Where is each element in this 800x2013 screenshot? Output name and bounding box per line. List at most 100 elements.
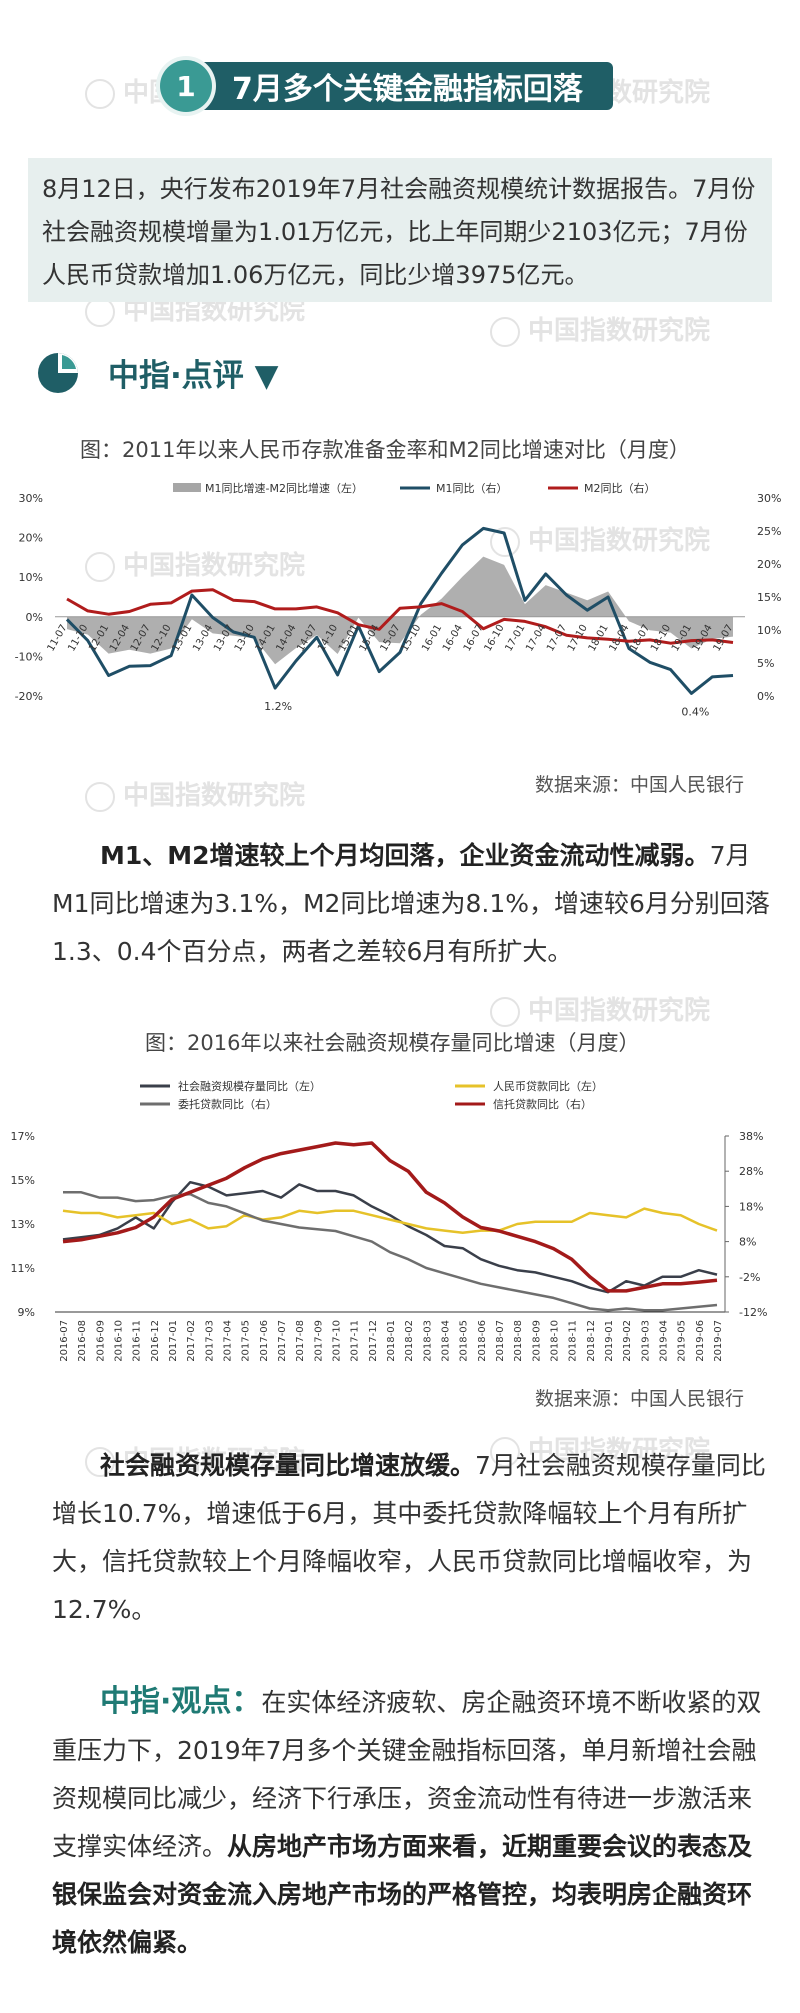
chart2-x-tick: 2017-11 (350, 1320, 361, 1362)
chart2-right-tick: 18% (739, 1200, 763, 1213)
paragraph-m1m2: M1、M2增速较上个月均回落，企业资金流动性减弱。7月M1同比增速为3.1%，M… (52, 832, 772, 976)
chart2-legend-label: 委托贷款同比（右） (178, 1097, 277, 1111)
paragraph-afs: 社会融资规模存量同比增速放缓。7月社会融资规模存量同比增长10.7%，增速低于6… (52, 1442, 772, 1634)
chart2-x-tick: 2019-02 (622, 1320, 633, 1362)
chart2-x-tick: 2018-01 (386, 1320, 397, 1362)
chart2-x-tick: 2017-03 (204, 1320, 215, 1362)
chart1-right-tick: 25% (757, 525, 781, 538)
chart1-right-tick: 20% (757, 558, 781, 571)
comment-heading: 中指·点评 ▼ (36, 350, 278, 395)
chart2: 17% 15% 13% 11% 9% 38% 28% 18% 8% -2% -12% 2016-07 2… (11, 1079, 768, 1362)
chart1-left-tick: -20% (15, 690, 43, 703)
chart2-x-tick: 2018-05 (459, 1320, 470, 1362)
chart2-x-tick: 2017-09 (313, 1320, 324, 1362)
comment-label: 中指·点评 ▼ (108, 358, 279, 394)
chart2-legend: 社会融资规模存量同比（左） 人民币贷款同比（左） 委托贷款同比（右） 信托贷款同比（右… (140, 1079, 603, 1111)
chart2-right-tick: 28% (739, 1165, 763, 1178)
chart1-right-tick: 15% (757, 591, 781, 604)
chart2-x-tick: 2018-04 (441, 1320, 452, 1362)
chart2-x-tick: 2017-12 (368, 1320, 379, 1362)
chart2-x-tick: 2019-06 (695, 1320, 706, 1362)
chart2-rmb-line (62, 1207, 718, 1235)
chart1-right-tick: 10% (757, 624, 781, 637)
watermark: 中国指数研究院 (85, 775, 305, 812)
chart2-x-tick: 2018-07 (495, 1320, 506, 1362)
chart2-x-tick: 2017-02 (186, 1320, 197, 1362)
chart2-x-tick: 2019-07 (713, 1320, 724, 1362)
view-bold: 从房地产市场方面来看，近期重要会议的表态及银保监会对资金流入房地产市场的严格管控… (52, 1832, 753, 1957)
chart1-annotation: 1.2% (264, 700, 292, 713)
chart1-right-tick: 0% (757, 690, 774, 703)
chart2-legend-label: 人民币贷款同比（左） (493, 1079, 603, 1093)
paragraph-afs-lead: 社会融资规模存量同比增速放缓。 (100, 1451, 476, 1480)
chart2-trust-line (62, 1141, 718, 1293)
paragraph-m1m2-body: 7月M1同比增速为3.1%，M2同比增速为8.1%，增速较6月分别回落1.3、0… (52, 841, 770, 966)
paragraph-m1m2-lead: M1、M2增速较上个月均回落，企业资金流动性减弱。 (100, 841, 710, 870)
chart2-left-tick: 11% (11, 1262, 35, 1275)
chart1-legend: M1同比增速-M2同比增速（左） M1同比（右） M2同比（右） (173, 481, 656, 495)
chart2-x-tick: 2017-04 (223, 1320, 234, 1362)
chart1-left-tick: 10% (19, 571, 43, 584)
summary-box: 8月12日，央行发布2019年7月社会融资规模统计数据报告。7月份社会融资规模增… (28, 158, 772, 302)
watermark: 中国指数研究院 (490, 990, 710, 1027)
chart2-x-tick: 2018-09 (531, 1320, 542, 1362)
chart1-legend-label: M1同比增速-M2同比增速（左） (205, 481, 363, 495)
chart2-x-tick: 2017-08 (295, 1320, 306, 1362)
view-body: 在实体经济疲软、房企融资环境不断收紧的双重压力下，2019年7月多个关键金融指标… (52, 1688, 762, 1861)
chart2-x-tick: 2017-07 (277, 1320, 288, 1362)
chart2-x-tick: 2016-10 (114, 1320, 125, 1362)
chart2-right-tick: 8% (739, 1236, 756, 1249)
chart2-x-tick: 2018-06 (477, 1320, 488, 1362)
chart2-legend-label: 信托贷款同比（右） (493, 1097, 592, 1111)
chart1-left-tick: -10% (15, 650, 43, 663)
chart2-x-tick: 2018-02 (404, 1320, 415, 1362)
chart1-annotation: 0.4% (681, 705, 709, 718)
chart1-gap-area (67, 556, 733, 665)
paragraph-afs-body: 7月社会融资规模存量同比增长10.7%，增速低于6月，其中委托贷款降幅较上个月有… (52, 1451, 766, 1624)
watermark-logo-icon (85, 78, 115, 109)
chart2-x-tick: 2016-12 (150, 1320, 161, 1362)
chart2-x-tick: 2016-07 (59, 1320, 70, 1362)
chart2-title: 图：2016年以来社会融资规模存量同比增速（月度） (145, 1031, 640, 1055)
chart2-right-tick: -12% (739, 1306, 767, 1319)
section-number: 1 (160, 60, 212, 112)
chart2-left-tick: 17% (11, 1130, 35, 1143)
chart1-legend-label: M2同比（右） (584, 481, 656, 495)
chart1-legend-swatch (173, 483, 201, 492)
chart1-legend-label: M1同比（右） (436, 481, 508, 495)
chart2-x-tick: 2017-06 (259, 1320, 270, 1362)
chart2-source: 数据来源：中国人民银行 (535, 1388, 745, 1410)
chart2-x-tick: 2018-08 (513, 1320, 524, 1362)
chart2-x-tick: 2016-11 (132, 1320, 143, 1362)
chart1-left-tick: 0% (26, 611, 43, 624)
chart1-left-tick: 30% (19, 492, 43, 505)
chart1-gap-series (67, 556, 733, 665)
chart1-m1-line (65, 526, 734, 695)
chart2-x-tick: 2017-05 (241, 1320, 252, 1362)
watermark-logo-icon (85, 781, 115, 812)
chart2-x-tick: 2018-03 (422, 1320, 433, 1362)
watermark-logo-icon (490, 996, 520, 1027)
chart1-title: 图：2011年以来人民币存款准备金率和M2同比增速对比（月度） (80, 438, 690, 462)
chart2-x-tick: 2019-01 (604, 1320, 615, 1362)
chart2-x-tick: 2018-12 (586, 1320, 597, 1362)
chart2-right-tick: 38% (739, 1130, 763, 1143)
chart2-right-tick: -2% (739, 1271, 760, 1284)
chart2-legend-label: 社会融资规模存量同比（左） (178, 1079, 321, 1093)
watermark: 中国指数研究院 (490, 310, 710, 347)
section-title: 1 7月多个关键金融指标回落 (160, 60, 613, 112)
chart2-left-tick: 13% (11, 1218, 35, 1231)
chart2-x-tick: 2018-10 (550, 1320, 561, 1362)
chart1-m2-line (66, 588, 734, 645)
view-label: 中指·观点： (100, 1684, 262, 1719)
chart1-source: 数据来源：中国人民银行 (535, 774, 745, 796)
chart1: 30%20%10%0%-10%-20%30%25%20%15%10%5%0%11… (15, 481, 782, 718)
chart2-x-tick: 2019-05 (677, 1320, 688, 1362)
section-heading: 7月多个关键金融指标回落 (198, 62, 613, 110)
chart2-x-tick: 2018-11 (568, 1320, 579, 1362)
chart2-x-tick: 2016-09 (95, 1320, 106, 1362)
chart2-left-tick: 15% (11, 1174, 35, 1187)
chart2-x-tick: 2017-01 (168, 1320, 179, 1362)
chart2-x-tick: 2019-04 (659, 1320, 670, 1362)
chart1-left-tick: 20% (19, 532, 43, 545)
